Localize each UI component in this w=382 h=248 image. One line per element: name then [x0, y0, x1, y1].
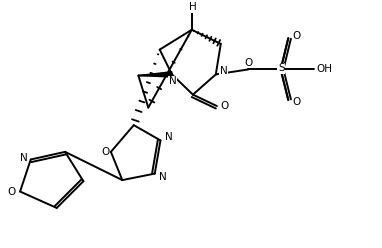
Polygon shape [138, 72, 172, 77]
Text: N: N [159, 172, 167, 183]
Text: O: O [244, 58, 253, 67]
Text: O: O [220, 101, 229, 111]
Text: S: S [278, 63, 285, 73]
Text: O: O [101, 147, 109, 157]
Text: O: O [293, 31, 301, 41]
Text: N: N [169, 76, 176, 86]
Text: H: H [189, 2, 196, 12]
Text: OH: OH [317, 64, 333, 74]
Text: N: N [165, 132, 173, 142]
Text: O: O [8, 186, 16, 196]
Text: N: N [20, 153, 28, 163]
Text: N: N [220, 66, 227, 76]
Text: O: O [293, 97, 301, 107]
